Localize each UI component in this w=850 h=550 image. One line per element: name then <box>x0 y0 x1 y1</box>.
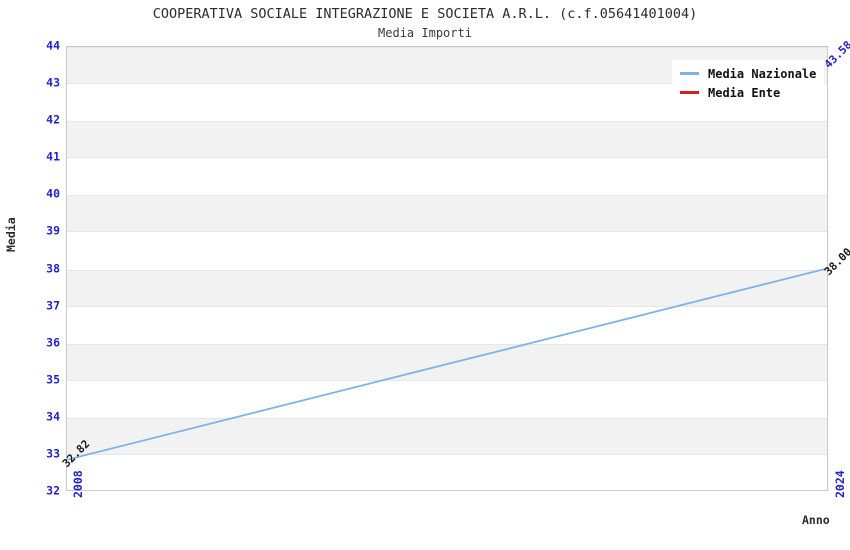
y-tick-label: 37 <box>46 297 60 312</box>
legend-item-media-ente[interactable]: Media Ente <box>680 83 816 102</box>
x-tick-label: 2008 <box>71 470 85 498</box>
y-tick-label: 34 <box>46 409 60 424</box>
y-tick-label: 40 <box>46 186 60 201</box>
legend-label-media-nazionale: Media Nazionale <box>708 66 817 81</box>
plot-band <box>67 343 827 381</box>
y-tick-label: 38 <box>46 260 60 275</box>
y-tick-label: 36 <box>46 334 60 349</box>
series-layer <box>67 47 827 490</box>
x-axis-label: Anno <box>802 513 830 527</box>
x-tick-label: 2024 <box>833 470 847 498</box>
y-tick-label: 44 <box>46 38 60 53</box>
y-tick-label: 32 <box>46 483 60 498</box>
legend-item-media-nazionale[interactable]: Media Nazionale <box>680 64 816 83</box>
y-tick-label: 33 <box>46 446 60 461</box>
legend-swatch-media-nazionale <box>680 72 699 75</box>
y-tick-label: 39 <box>46 223 60 238</box>
chart-legend[interactable]: Media Nazionale Media Ente <box>672 60 825 107</box>
y-axis-ticks: 32 33 34 35 36 37 38 39 40 41 42 43 44 <box>0 40 60 496</box>
plot-band <box>67 121 827 159</box>
y-tick-label: 42 <box>46 112 60 127</box>
y-tick-label: 41 <box>46 149 60 164</box>
y-tick-label: 35 <box>46 372 60 386</box>
plot-band <box>67 417 827 455</box>
plot-area <box>66 46 828 491</box>
series-line-media-nazionale <box>67 269 827 460</box>
chart-subtitle: Media Importi <box>378 26 472 40</box>
legend-swatch-media-ente <box>680 91 699 94</box>
plot-band <box>67 195 827 233</box>
chart-title: COOPERATIVA SOCIALE INTEGRAZIONE E SOCIE… <box>152 6 698 22</box>
legend-label-media-ente: Media Ente <box>708 85 781 100</box>
y-tick-label: 43 <box>46 75 60 90</box>
